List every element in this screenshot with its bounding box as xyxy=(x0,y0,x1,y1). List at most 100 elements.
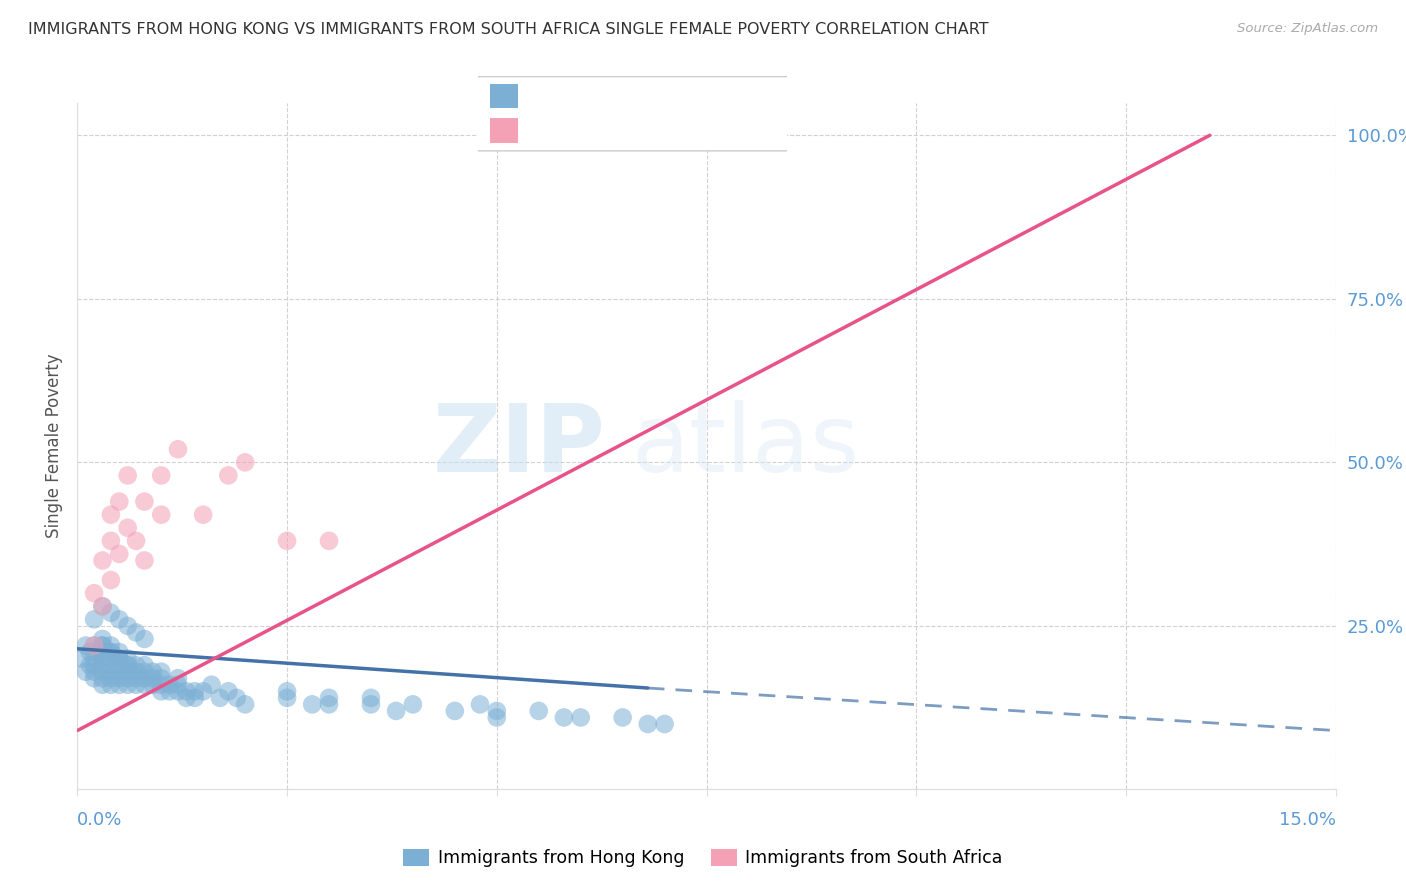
Point xyxy=(318,698,340,712)
Text: ZIP: ZIP xyxy=(433,400,606,492)
Point xyxy=(167,678,190,692)
Point xyxy=(100,678,122,692)
Point xyxy=(200,678,222,692)
Point xyxy=(83,651,105,665)
Point xyxy=(79,645,101,659)
Point xyxy=(117,678,139,692)
Point xyxy=(83,658,105,673)
Point xyxy=(318,533,340,548)
Point xyxy=(125,678,148,692)
Text: R =  0.754  N = 23: R = 0.754 N = 23 xyxy=(527,121,717,139)
Point xyxy=(87,645,110,659)
Point xyxy=(360,690,382,705)
Point xyxy=(108,665,131,679)
Point xyxy=(191,508,215,522)
Bar xyxy=(491,119,519,143)
Point xyxy=(225,690,247,705)
Text: 15.0%: 15.0% xyxy=(1278,811,1336,829)
Point xyxy=(83,665,105,679)
Point xyxy=(117,665,139,679)
Point xyxy=(402,698,425,712)
Point xyxy=(233,698,256,712)
Point xyxy=(70,651,93,665)
Point xyxy=(108,612,131,626)
Point xyxy=(91,645,114,659)
Point xyxy=(553,710,575,724)
Point xyxy=(91,639,114,653)
Point xyxy=(75,639,97,653)
Point xyxy=(150,684,173,698)
Point xyxy=(142,678,165,692)
Point xyxy=(125,665,148,679)
Point xyxy=(100,533,122,548)
Point xyxy=(108,678,131,692)
Point xyxy=(159,678,181,692)
Point xyxy=(91,553,114,567)
Point xyxy=(108,671,131,685)
Point xyxy=(191,684,215,698)
Point xyxy=(117,468,139,483)
Point xyxy=(569,128,592,143)
Y-axis label: Single Female Poverty: Single Female Poverty xyxy=(45,354,63,538)
Point xyxy=(134,678,156,692)
Point xyxy=(468,698,491,712)
Point xyxy=(100,606,122,620)
Bar xyxy=(491,84,519,109)
Point xyxy=(100,639,122,653)
Point xyxy=(150,508,173,522)
Point xyxy=(91,599,114,614)
Point xyxy=(276,533,298,548)
Point xyxy=(100,665,122,679)
Point xyxy=(134,632,156,646)
Point xyxy=(83,639,105,653)
Point xyxy=(100,508,122,522)
Point xyxy=(117,619,139,633)
Point xyxy=(184,684,207,698)
Point xyxy=(318,690,340,705)
Point xyxy=(83,586,105,600)
FancyBboxPatch shape xyxy=(475,77,790,151)
Point xyxy=(108,645,131,659)
Point xyxy=(108,494,131,508)
Point xyxy=(108,658,131,673)
Point xyxy=(108,651,131,665)
Point xyxy=(444,704,467,718)
Point xyxy=(91,678,114,692)
Point xyxy=(150,678,173,692)
Point xyxy=(612,710,634,724)
Point xyxy=(134,658,156,673)
Text: atlas: atlas xyxy=(631,400,859,492)
Point xyxy=(83,671,105,685)
Point xyxy=(217,684,239,698)
Point xyxy=(100,671,122,685)
Point xyxy=(125,533,148,548)
Point xyxy=(91,632,114,646)
Point xyxy=(485,710,508,724)
Point xyxy=(91,665,114,679)
Point xyxy=(83,639,105,653)
Point xyxy=(134,665,156,679)
Point xyxy=(167,671,190,685)
Text: R = -0.338  N = 96: R = -0.338 N = 96 xyxy=(527,87,717,105)
Point xyxy=(385,704,408,718)
Point xyxy=(125,658,148,673)
Point xyxy=(150,468,173,483)
Point xyxy=(125,625,148,640)
Point xyxy=(142,671,165,685)
Point xyxy=(91,639,114,653)
Point xyxy=(527,704,550,718)
Point xyxy=(217,468,239,483)
Point xyxy=(360,698,382,712)
Point xyxy=(117,658,139,673)
Point xyxy=(91,599,114,614)
Point xyxy=(276,684,298,698)
Point xyxy=(100,645,122,659)
Text: IMMIGRANTS FROM HONG KONG VS IMMIGRANTS FROM SOUTH AFRICA SINGLE FEMALE POVERTY : IMMIGRANTS FROM HONG KONG VS IMMIGRANTS … xyxy=(28,22,988,37)
Point xyxy=(100,645,122,659)
Point xyxy=(233,455,256,469)
Point xyxy=(485,704,508,718)
Point xyxy=(134,553,156,567)
Point xyxy=(134,671,156,685)
Point xyxy=(117,671,139,685)
Point xyxy=(134,494,156,508)
